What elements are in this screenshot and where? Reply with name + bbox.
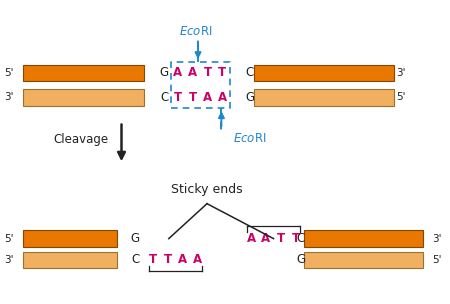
Bar xyxy=(22,252,117,268)
Text: 3': 3' xyxy=(396,68,405,78)
Bar xyxy=(254,64,394,81)
Text: A: A xyxy=(178,254,187,266)
Text: A: A xyxy=(188,67,197,79)
Text: A: A xyxy=(193,254,202,266)
Text: C: C xyxy=(246,67,254,79)
Text: G: G xyxy=(130,232,140,245)
Text: A: A xyxy=(218,91,227,104)
Text: A: A xyxy=(203,91,212,104)
Text: T: T xyxy=(174,91,182,104)
Bar xyxy=(254,89,394,106)
Bar xyxy=(304,252,423,268)
Text: 5': 5' xyxy=(432,255,441,265)
Bar xyxy=(22,89,144,106)
Text: T: T xyxy=(292,232,300,245)
Bar xyxy=(22,64,144,81)
Text: Cleavage: Cleavage xyxy=(53,133,108,146)
Text: C: C xyxy=(297,232,305,245)
Text: T: T xyxy=(149,254,157,266)
Text: $\it{Eco}$RI: $\it{Eco}$RI xyxy=(179,25,212,38)
Text: C: C xyxy=(160,91,168,104)
Text: A: A xyxy=(173,67,182,79)
Text: G: G xyxy=(296,254,305,266)
Text: G: G xyxy=(160,67,169,79)
Text: 3': 3' xyxy=(4,92,14,102)
Text: T: T xyxy=(189,91,197,104)
Text: 5': 5' xyxy=(396,92,405,102)
Text: C: C xyxy=(131,254,139,266)
Text: 5': 5' xyxy=(4,234,14,244)
Bar xyxy=(304,230,423,247)
Text: A: A xyxy=(261,232,270,245)
Text: T: T xyxy=(218,67,226,79)
Text: T: T xyxy=(277,232,285,245)
Text: Sticky ends: Sticky ends xyxy=(171,183,243,196)
Text: 5': 5' xyxy=(4,68,14,78)
Text: T: T xyxy=(164,254,172,266)
Text: G: G xyxy=(245,91,254,104)
Text: A: A xyxy=(247,232,256,245)
Text: 3': 3' xyxy=(4,255,14,265)
Bar xyxy=(22,230,117,247)
Text: $\it{Eco}$RI: $\it{Eco}$RI xyxy=(233,132,266,145)
Text: T: T xyxy=(203,67,212,79)
Text: 3': 3' xyxy=(432,234,441,244)
